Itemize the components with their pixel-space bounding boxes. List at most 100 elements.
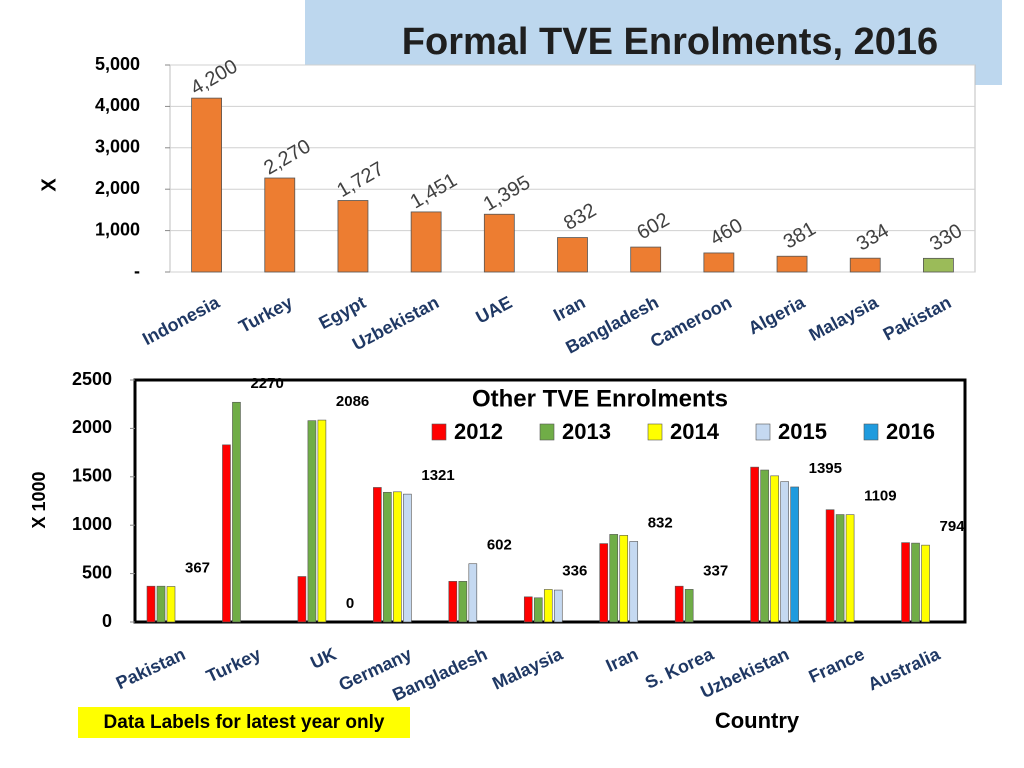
value-label: 336 xyxy=(562,562,587,579)
bar xyxy=(770,475,779,623)
x-axis-label: Country xyxy=(715,708,800,733)
bar xyxy=(780,481,789,623)
bar xyxy=(790,486,799,623)
bar xyxy=(317,419,327,623)
bar xyxy=(619,535,629,623)
x-tick-label: Pakistan xyxy=(113,644,189,693)
bar xyxy=(557,237,588,273)
y-tick-label: 1500 xyxy=(72,466,112,486)
bar xyxy=(222,444,231,623)
bar xyxy=(337,200,369,273)
bar xyxy=(232,401,241,623)
bar xyxy=(674,585,684,623)
x-tick-label: Cameroon xyxy=(647,292,735,351)
bar xyxy=(609,534,619,623)
value-label: 602 xyxy=(487,537,512,554)
bar xyxy=(630,246,662,273)
bar xyxy=(845,514,855,623)
bar xyxy=(458,581,468,623)
x-tick-label: UAE xyxy=(472,292,515,328)
bar xyxy=(468,563,478,623)
value-label: 832 xyxy=(648,514,673,531)
legend-swatch xyxy=(863,423,879,441)
y-tick-label: - xyxy=(134,261,140,281)
x-tick-label: UK xyxy=(307,644,339,673)
x-tick-label: Turkey xyxy=(236,292,296,337)
x-tick-label: Iran xyxy=(550,292,589,325)
bar xyxy=(483,213,515,273)
legend-label: 2016 xyxy=(886,419,935,444)
bar xyxy=(523,596,533,623)
bar xyxy=(297,576,307,623)
value-label: 1321 xyxy=(421,467,454,484)
bar xyxy=(911,542,920,623)
value-label: 2086 xyxy=(336,393,369,410)
bar xyxy=(533,597,543,623)
y-tick-label: 3,000 xyxy=(95,137,140,157)
y-tick-label: 4,000 xyxy=(95,95,140,115)
bar xyxy=(383,491,392,623)
y-tick-label: 1000 xyxy=(72,514,112,534)
x-tick-label: Pakistan xyxy=(880,292,955,344)
x-tick-label: Turkey xyxy=(203,644,264,687)
value-label: 0 xyxy=(346,595,354,612)
bar xyxy=(703,252,735,273)
x-tick-label: Malaysia xyxy=(489,643,566,693)
bar xyxy=(307,420,317,623)
legend-label: 2012 xyxy=(454,419,503,444)
x-tick-label: Egypt xyxy=(316,292,370,333)
x-tick-label: France xyxy=(806,644,868,687)
bar xyxy=(156,585,166,623)
bar xyxy=(599,543,609,623)
bar xyxy=(921,544,930,623)
value-label: 1109 xyxy=(864,488,897,505)
bar xyxy=(264,177,296,273)
legend-swatch xyxy=(431,423,447,441)
y-tick-label: 2500 xyxy=(72,369,112,389)
x-tick-label: Algeria xyxy=(745,292,809,339)
bar xyxy=(543,589,553,623)
bar xyxy=(373,487,382,623)
bar xyxy=(191,97,222,273)
x-tick-label: Indonesia xyxy=(139,292,223,350)
bar xyxy=(776,255,808,273)
bar xyxy=(393,491,402,623)
legend-swatch xyxy=(539,423,555,441)
y-tick-label: 500 xyxy=(82,562,112,582)
y-axis-label: X 1000 xyxy=(29,471,49,528)
value-label: 794 xyxy=(940,518,966,535)
y-tick-label: 5,000 xyxy=(95,54,140,74)
bar xyxy=(553,589,563,623)
legend-label: 2014 xyxy=(670,419,720,444)
chart-title: Formal TVE Enrolments, 2016 xyxy=(402,21,938,63)
legend-label: 2013 xyxy=(562,419,611,444)
bar xyxy=(410,211,442,273)
bar xyxy=(760,469,769,623)
y-tick-label: 0 xyxy=(102,611,112,631)
x-tick-label: Malaysia xyxy=(806,292,883,345)
value-label: 2270 xyxy=(250,375,283,392)
bar xyxy=(448,581,458,623)
bar xyxy=(835,514,845,623)
bar xyxy=(825,509,835,623)
bar xyxy=(849,257,881,273)
bar xyxy=(923,257,954,273)
y-axis-label: X xyxy=(38,178,60,192)
value-label: 337 xyxy=(703,562,728,579)
bar xyxy=(684,589,694,623)
legend-label: 2015 xyxy=(778,419,827,444)
y-tick-label: 1,000 xyxy=(95,219,140,239)
legend-swatch xyxy=(647,423,663,441)
annotation: Data Labels for latest year only xyxy=(104,712,385,733)
bar xyxy=(629,541,639,623)
x-tick-label: Australia xyxy=(865,643,944,694)
x-tick-label: Iran xyxy=(603,644,641,676)
bar xyxy=(146,585,156,623)
annotation-box xyxy=(78,707,410,738)
legend-swatch xyxy=(755,423,771,441)
bar xyxy=(166,586,176,623)
y-tick-label: 2,000 xyxy=(95,178,140,198)
bar xyxy=(750,466,759,623)
value-label: 367 xyxy=(185,559,210,576)
